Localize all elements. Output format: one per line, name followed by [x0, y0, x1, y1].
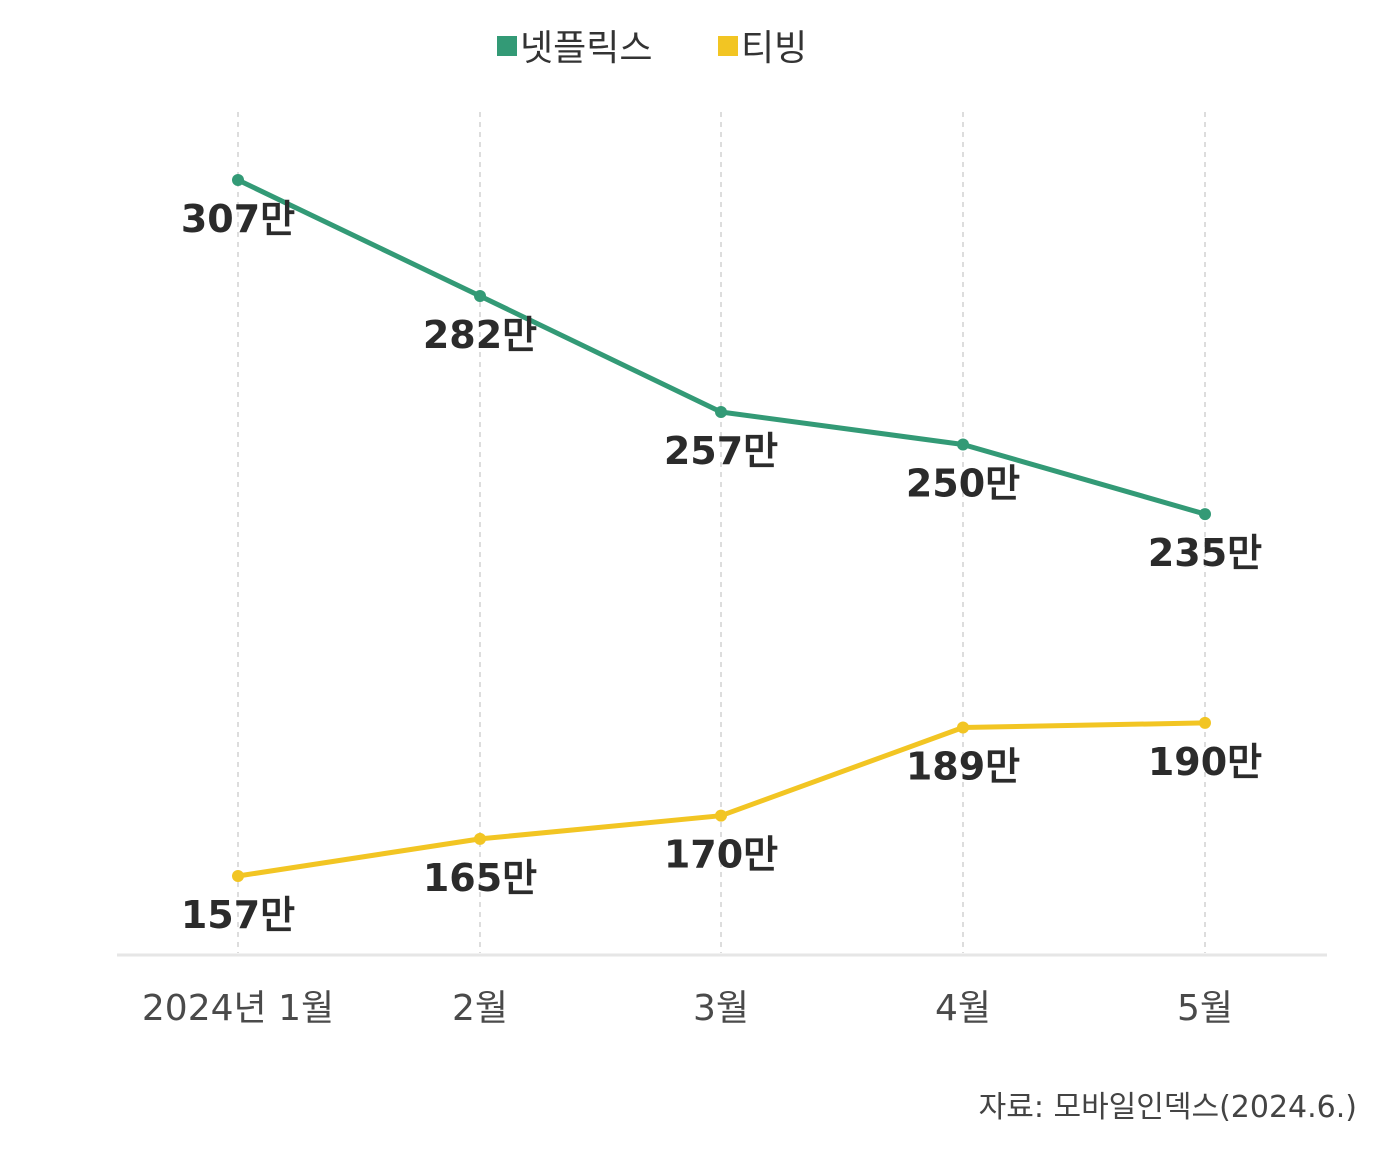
- x-tick-label: 2월: [452, 988, 508, 1029]
- data-point: [1199, 716, 1211, 729]
- data-point: [957, 721, 969, 734]
- data-label: 190만: [1148, 740, 1262, 784]
- source-note: 자료: 모바일인덱스(2024.6.): [979, 1090, 1357, 1125]
- legend-label: 티빙: [741, 28, 807, 69]
- x-tick-label: 5월: [1177, 988, 1233, 1029]
- data-label: 257만: [664, 429, 778, 473]
- data-label: 235만: [1148, 531, 1262, 575]
- data-point: [474, 832, 486, 845]
- x-tick-label: 3월: [693, 988, 749, 1029]
- x-tick-label: 2024년 1월: [142, 988, 334, 1029]
- data-label: 157만: [181, 893, 295, 937]
- x-axis-ticks: 2024년 1월 2월 3월 4월 5월: [142, 988, 1233, 1029]
- series-layer: 307만 282만 257만 250만 235만 157만 165만 170만 189만 190만: [181, 174, 1262, 937]
- data-point: [715, 406, 727, 418]
- legend-swatch: [718, 36, 738, 56]
- data-point: [232, 174, 244, 186]
- data-label: 282만: [423, 313, 537, 357]
- data-label: 307만: [181, 197, 295, 241]
- legend: 넷플릭스 티빙: [497, 28, 807, 69]
- legend-swatch: [497, 36, 517, 56]
- data-label: 165만: [423, 856, 537, 900]
- data-label: 170만: [664, 833, 778, 877]
- grid-lines: [237, 112, 1206, 953]
- data-point: [957, 438, 969, 451]
- data-label: 250만: [906, 461, 1020, 505]
- data-point: [715, 809, 727, 822]
- data-point: [1199, 508, 1211, 521]
- data-point: [232, 870, 244, 882]
- legend-label: 넷플릭스: [520, 28, 652, 69]
- data-label: 189만: [906, 745, 1020, 789]
- data-point: [474, 290, 486, 302]
- x-tick-label: 4월: [935, 988, 991, 1029]
